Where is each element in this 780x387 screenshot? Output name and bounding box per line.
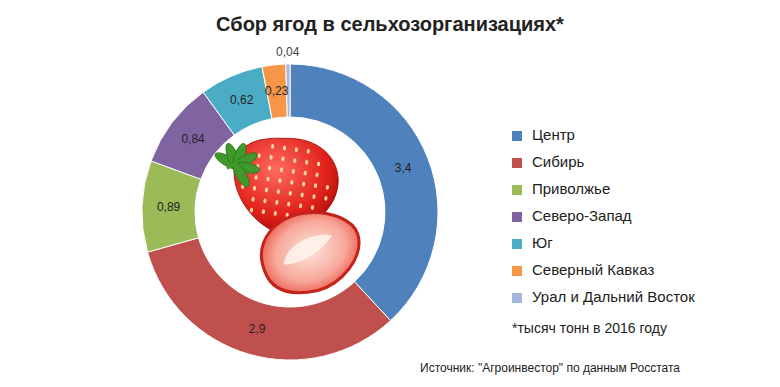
legend-label: Северо-Запад <box>532 207 632 224</box>
legend-swatch <box>512 131 522 141</box>
legend-swatch <box>512 293 522 303</box>
data-label: 0,04 <box>276 45 300 59</box>
legend-label: Приволжье <box>532 180 610 197</box>
legend-label: Урал и Дальний Восток <box>532 288 695 305</box>
data-label: 2,9 <box>249 322 266 336</box>
legend-swatch <box>512 239 522 249</box>
data-label: 0,84 <box>181 132 205 146</box>
legend-swatch <box>512 185 522 195</box>
footnote: *тысяч тонн в 2016 году <box>512 320 667 336</box>
data-label: 0,23 <box>265 84 289 98</box>
slices <box>142 64 438 360</box>
legend-label: Центр <box>532 126 575 143</box>
legend-label: Юг <box>532 234 553 251</box>
data-label: 3,4 <box>395 161 412 175</box>
strawberry-illustration <box>213 131 373 308</box>
legend: Центр Сибирь Приволжье Северо-Запад Юг Северн… <box>512 126 695 305</box>
chart-svg: Сбор ягод в сельхозорганизациях* 3,4 2,9 0,… <box>0 0 780 387</box>
data-label: 0,89 <box>157 200 181 214</box>
data-labels: 3,4 2,9 0,89 0,84 0,62 0,23 0,04 <box>157 45 412 336</box>
legend-label: Северный Кавказ <box>532 261 654 278</box>
source-note: Источник: "Агроинвестор" по данным Росст… <box>420 361 680 375</box>
donut-slice <box>203 67 272 135</box>
legend-swatch <box>512 158 522 168</box>
data-label: 0,62 <box>230 93 254 107</box>
chart-container: Сбор ягод в сельхозорганизациях* 3,4 2,9 0,… <box>0 0 780 387</box>
legend-label: Сибирь <box>532 153 585 170</box>
legend-swatch <box>512 266 522 276</box>
legend-swatch <box>512 212 522 222</box>
chart-title: Сбор ягод в сельхозорганизациях* <box>216 13 564 35</box>
